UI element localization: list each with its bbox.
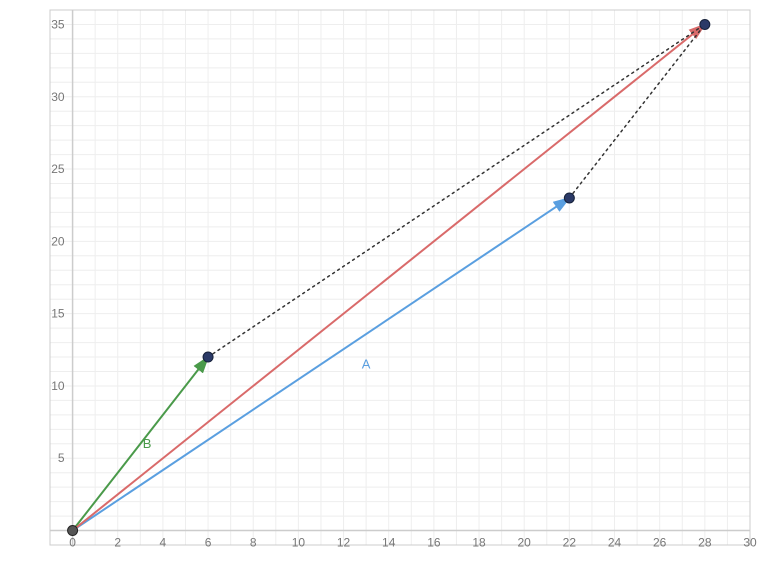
x-tick-label: 6 [205,536,212,550]
point-1 [564,193,574,203]
point-2 [700,19,710,29]
vector-label-A: A [362,357,371,372]
chart-background [0,0,768,575]
x-tick-label: 30 [743,536,757,550]
x-tick-label: 28 [698,536,712,550]
point-0 [203,352,213,362]
x-tick-label: 8 [250,536,257,550]
origin-point [68,526,78,536]
x-tick-label: 22 [563,536,577,550]
x-tick-label: 18 [472,536,486,550]
x-tick-label: 20 [518,536,532,550]
y-tick-label: 10 [51,379,65,393]
x-tick-label: 0 [69,536,76,550]
x-tick-label: 10 [292,536,306,550]
y-tick-label: 25 [51,162,65,176]
y-tick-label: 20 [51,234,65,248]
y-tick-label: 35 [51,17,65,31]
x-tick-label: 24 [608,536,622,550]
x-tick-label: 12 [337,536,351,550]
x-tick-label: 26 [653,536,667,550]
y-tick-label: 30 [51,90,65,104]
x-tick-label: 14 [382,536,396,550]
y-tick-label: 5 [58,451,65,465]
vector-chart: 0246810121416182022242628305101520253035… [0,0,768,575]
x-tick-label: 4 [160,536,167,550]
chart-svg: 0246810121416182022242628305101520253035… [0,0,768,575]
x-tick-label: 16 [427,536,441,550]
y-tick-label: 15 [51,307,65,321]
x-tick-label: 2 [114,536,121,550]
vector-label-B: B [143,436,152,451]
